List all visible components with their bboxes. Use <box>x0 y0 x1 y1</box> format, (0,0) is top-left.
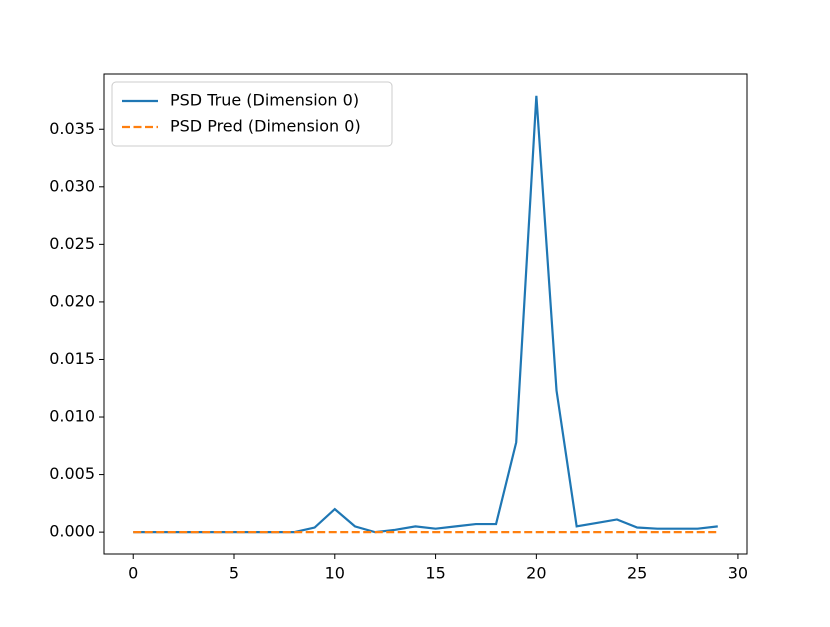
legend-label: PSD Pred (Dimension 0) <box>170 117 361 136</box>
y-tick-label: 0.010 <box>49 407 95 426</box>
x-tick-label: 0 <box>128 564 138 583</box>
y-tick-label: 0.025 <box>49 234 95 253</box>
y-tick-label: 0.005 <box>49 464 95 483</box>
x-tick-label: 20 <box>526 564 546 583</box>
y-tick-label: 0.015 <box>49 349 95 368</box>
x-tick-label: 15 <box>425 564 445 583</box>
plot-frame <box>103 73 748 555</box>
legend-label: PSD True (Dimension 0) <box>170 91 359 110</box>
x-tick-label: 30 <box>728 564 748 583</box>
y-tick-label: 0.020 <box>49 291 95 310</box>
y-tick-label: 0.000 <box>49 522 95 541</box>
x-tick-label: 25 <box>627 564 647 583</box>
x-tick-label: 10 <box>325 564 345 583</box>
legend-box <box>111 81 393 147</box>
y-tick-label: 0.035 <box>49 119 95 138</box>
y-tick-label: 0.030 <box>49 176 95 195</box>
x-tick-label: 5 <box>229 564 239 583</box>
